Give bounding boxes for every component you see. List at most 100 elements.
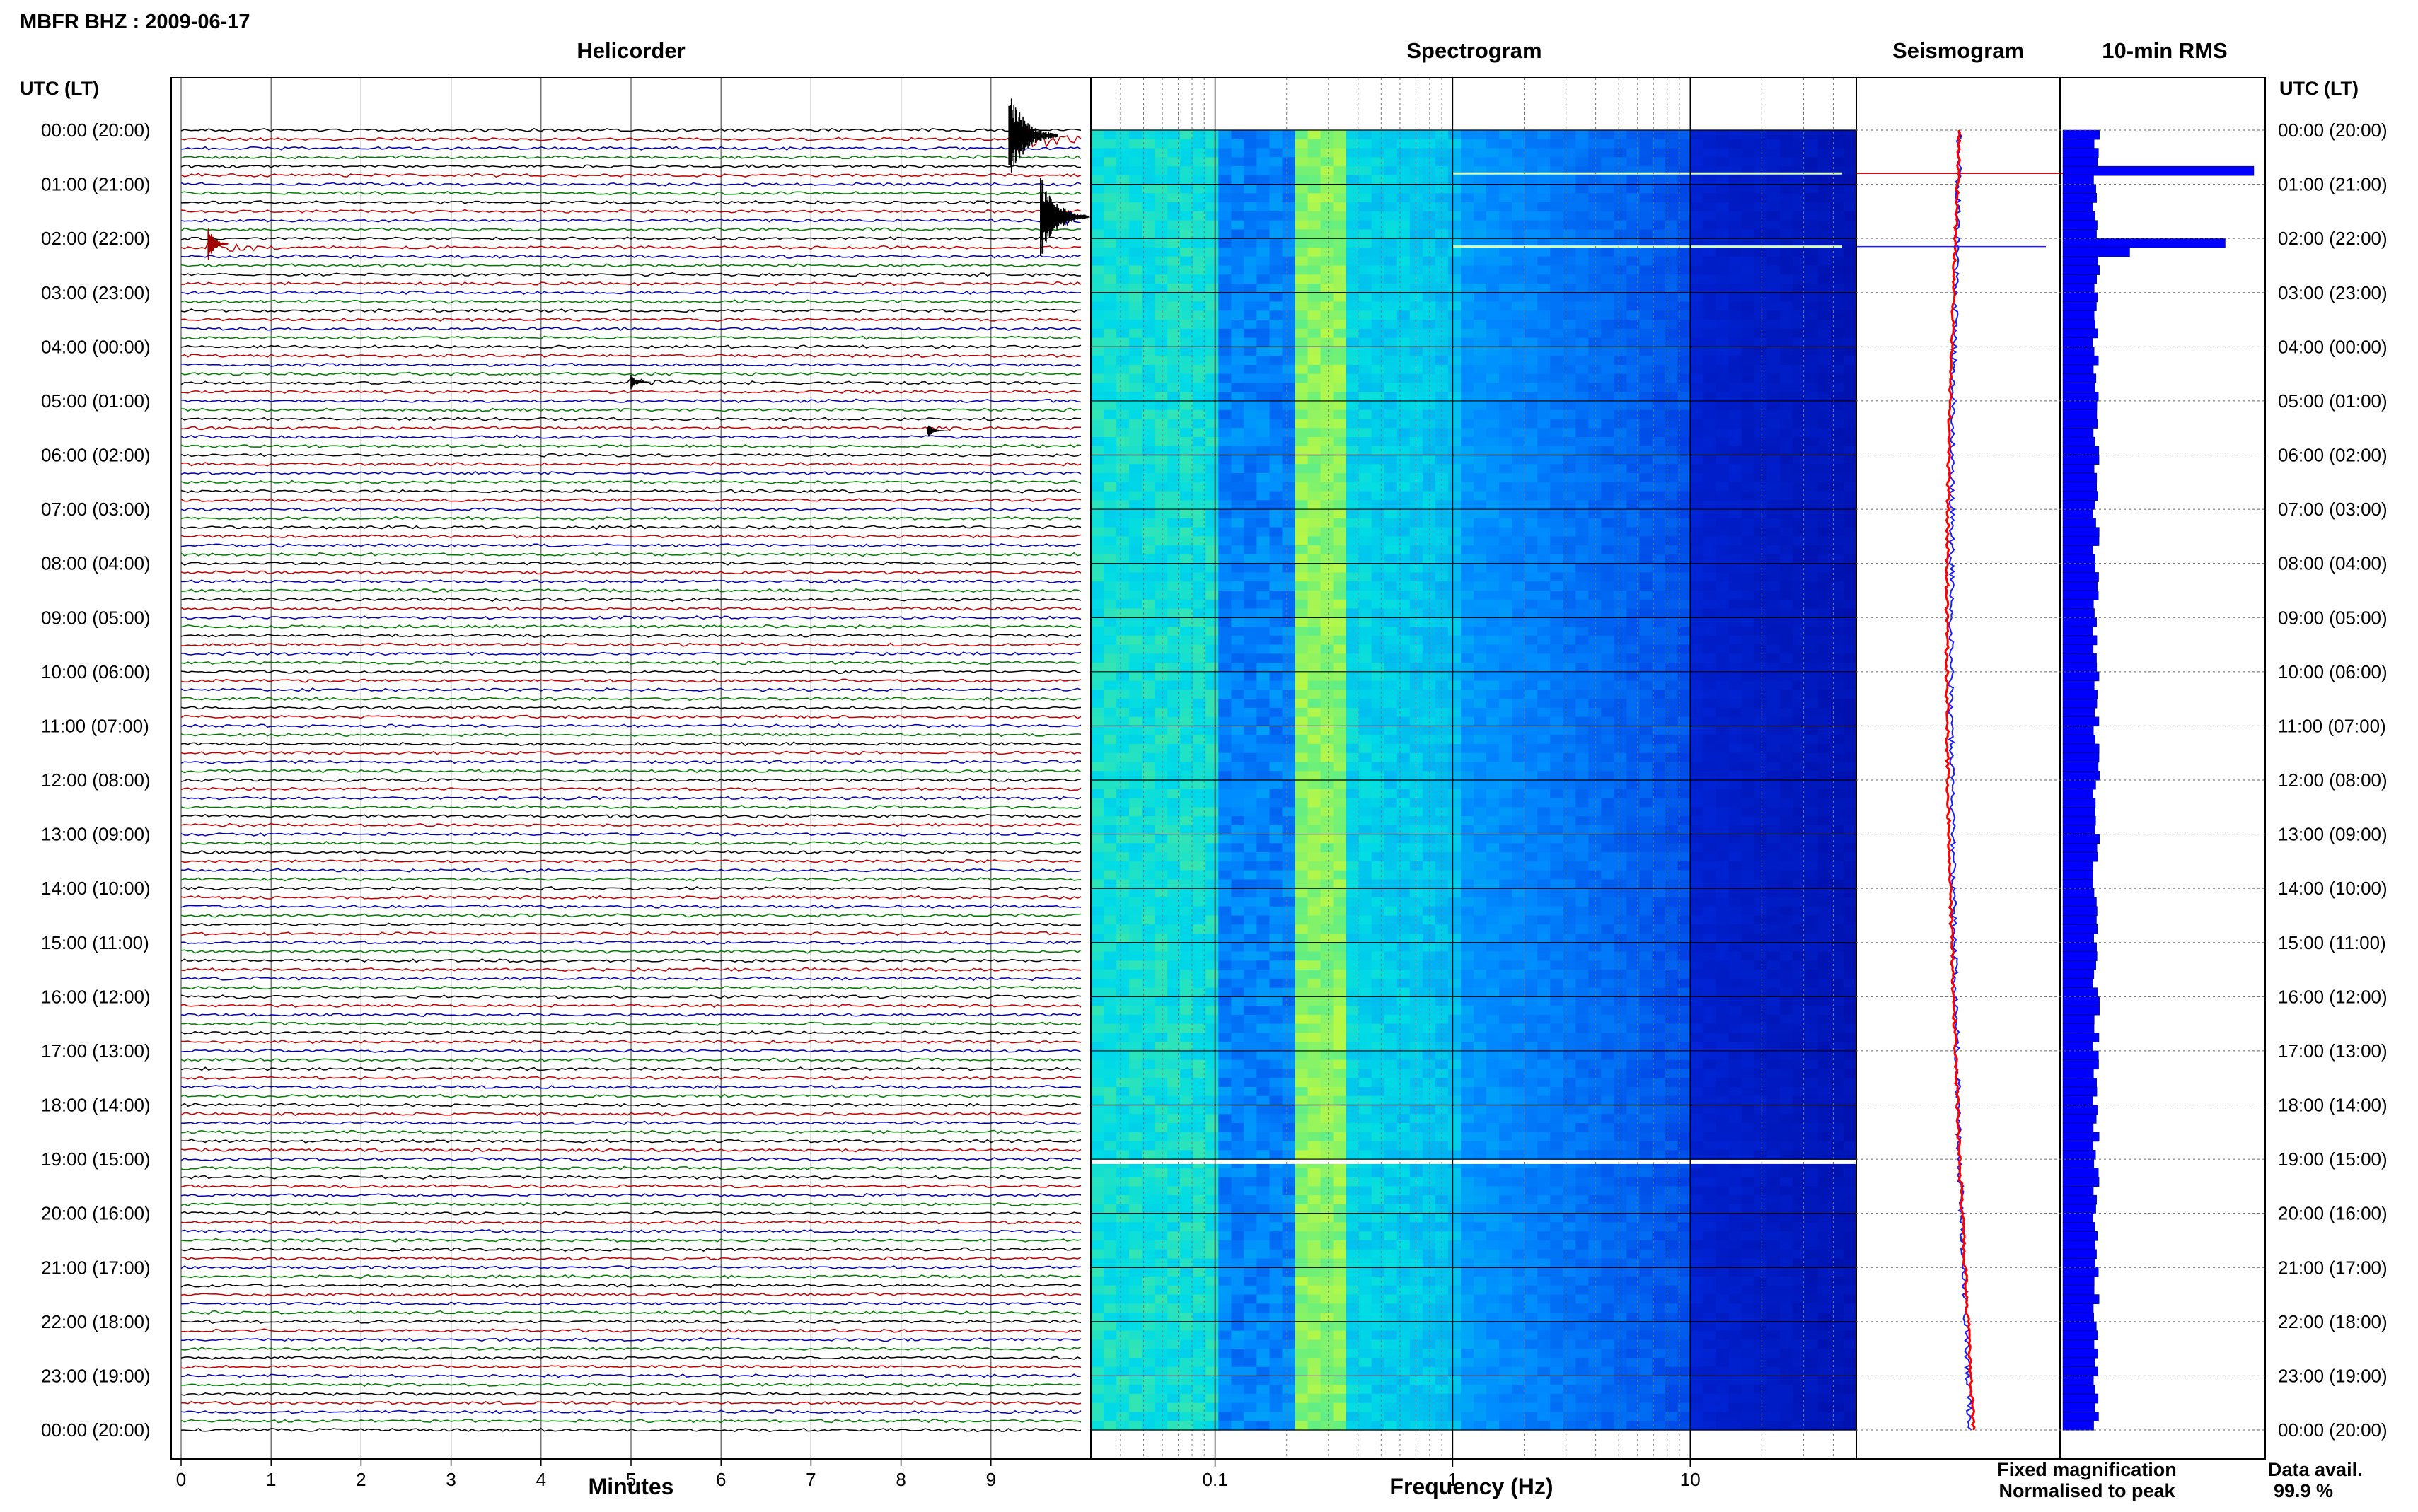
spectrogram-cell (1091, 284, 1104, 293)
spectrogram-cell (1091, 771, 1104, 781)
spectrogram-cell (1307, 328, 1321, 339)
spectrogram-cell (1409, 518, 1423, 528)
spectrogram-cell (1792, 184, 1806, 194)
spectrogram-cell (1728, 527, 1742, 537)
spectrogram-cell (1218, 663, 1232, 673)
spectrogram-cell (1844, 356, 1857, 366)
spectrogram-cell (1269, 284, 1283, 293)
spectrogram-cell (1741, 690, 1755, 699)
spectrogram-cell (1792, 825, 1806, 835)
spectrogram-cell (1844, 690, 1857, 699)
spectrogram-cell (1358, 816, 1372, 826)
spectrogram-cell (1805, 130, 1819, 140)
spectrogram-cell (1474, 157, 1487, 167)
spectrogram-cell (1844, 716, 1857, 727)
spectrogram-cell (1422, 247, 1436, 257)
spectrogram-cell (1766, 500, 1781, 510)
spectrogram-cell (1766, 364, 1781, 375)
spectrogram-cell (1550, 383, 1563, 392)
spectrogram-cell (1320, 301, 1334, 311)
spectrogram-cell (1665, 816, 1679, 826)
spectrogram-cell (1716, 220, 1730, 230)
spectrogram-cell (1396, 301, 1411, 311)
spectrogram-cell (1588, 608, 1602, 618)
spectrogram-cell (1346, 554, 1360, 564)
spectrogram-cell (1690, 400, 1704, 411)
spectrogram-cell (1116, 699, 1130, 709)
spectrogram-cell (1409, 563, 1423, 574)
spectrogram-cell (1180, 211, 1193, 221)
spectrogram-cell (1396, 220, 1411, 230)
spectrogram-cell (1333, 482, 1347, 492)
spectrogram-cell (1422, 509, 1436, 519)
spectrogram-cell (1447, 491, 1462, 501)
spectrogram-cell (1805, 310, 1819, 320)
spectrogram-cell (1358, 202, 1372, 212)
spectrogram-cell (1409, 184, 1423, 194)
spectrogram-cell (1218, 238, 1232, 248)
spectrogram-cell (1639, 500, 1653, 510)
spectrogram-cell (1155, 581, 1168, 591)
spectrogram-cell (1307, 139, 1321, 149)
spectrogram-cell (1461, 843, 1474, 853)
spectrogram-cell (1499, 400, 1512, 411)
spectrogram-cell (1409, 707, 1423, 718)
spectrogram-cell (1447, 373, 1462, 383)
spectrogram-cell (1817, 446, 1832, 456)
spectrogram-cell (1422, 627, 1436, 636)
spectrogram-cell (1703, 373, 1717, 383)
spectrogram-cell (1830, 400, 1844, 411)
spectrogram-cell (1091, 617, 1104, 627)
spectrogram-cell (1779, 482, 1793, 492)
spectrogram-cell (1205, 807, 1219, 817)
spectrogram-cell (1167, 356, 1181, 366)
spectrogram-cell (1512, 356, 1525, 366)
spectrogram-cell (1614, 716, 1627, 727)
spectrogram-cell (1614, 292, 1627, 303)
spectrogram-cell (1142, 247, 1155, 257)
spectrogram-cell (1652, 825, 1666, 835)
spectrogram-cell (1409, 392, 1423, 402)
spectrogram-cell (1512, 771, 1525, 781)
spectrogram-cell (1766, 789, 1781, 799)
spectrogram-cell (1805, 825, 1819, 835)
spectrogram-cell (1142, 707, 1155, 718)
spectrogram-cell (1703, 581, 1717, 591)
spectrogram-cell (1525, 419, 1538, 429)
spectrogram-cell (1180, 166, 1193, 176)
spectrogram-cell (1167, 707, 1181, 718)
spectrogram-cell (1512, 328, 1525, 339)
spectrogram-cell (1474, 193, 1487, 203)
spectrogram-cell (1282, 482, 1296, 492)
spectrogram-cell (1269, 752, 1283, 763)
spectrogram-cell (1346, 707, 1360, 718)
spectrogram-cell (1180, 139, 1193, 149)
spectrogram-cell (1142, 699, 1155, 709)
spectrogram-cell (1741, 400, 1755, 411)
spectrogram-cell (1741, 599, 1755, 610)
spectrogram-cell (1716, 554, 1730, 564)
spectrogram-cell (1563, 220, 1576, 230)
spectrogram-cell (1601, 148, 1614, 158)
spectrogram-cell (1269, 455, 1283, 465)
spectrogram-cell (1716, 211, 1730, 221)
spectrogram-cell (1550, 663, 1563, 673)
spectrogram-cell (1728, 509, 1742, 519)
spectrogram-cell (1447, 834, 1462, 844)
spectrogram-cell (1792, 229, 1806, 239)
spectrogram-cell (1652, 157, 1666, 167)
spectrogram-cell (1205, 762, 1219, 772)
spectrogram-cell (1512, 256, 1525, 267)
spectrogram-cell (1690, 428, 1704, 438)
spectrogram-cell (1626, 175, 1640, 185)
spectrogram-cell (1193, 816, 1206, 826)
spectrogram-cell (1422, 337, 1436, 347)
spectrogram-cell (1703, 211, 1717, 221)
spectrogram-cell (1703, 491, 1717, 501)
spectrogram-cell (1588, 211, 1602, 221)
spectrogram-cell (1193, 320, 1206, 330)
spectrogram-cell (1665, 635, 1679, 646)
spectrogram-cell (1486, 284, 1500, 293)
spectrogram-cell (1703, 599, 1717, 610)
spectrogram-cell (1333, 617, 1347, 627)
